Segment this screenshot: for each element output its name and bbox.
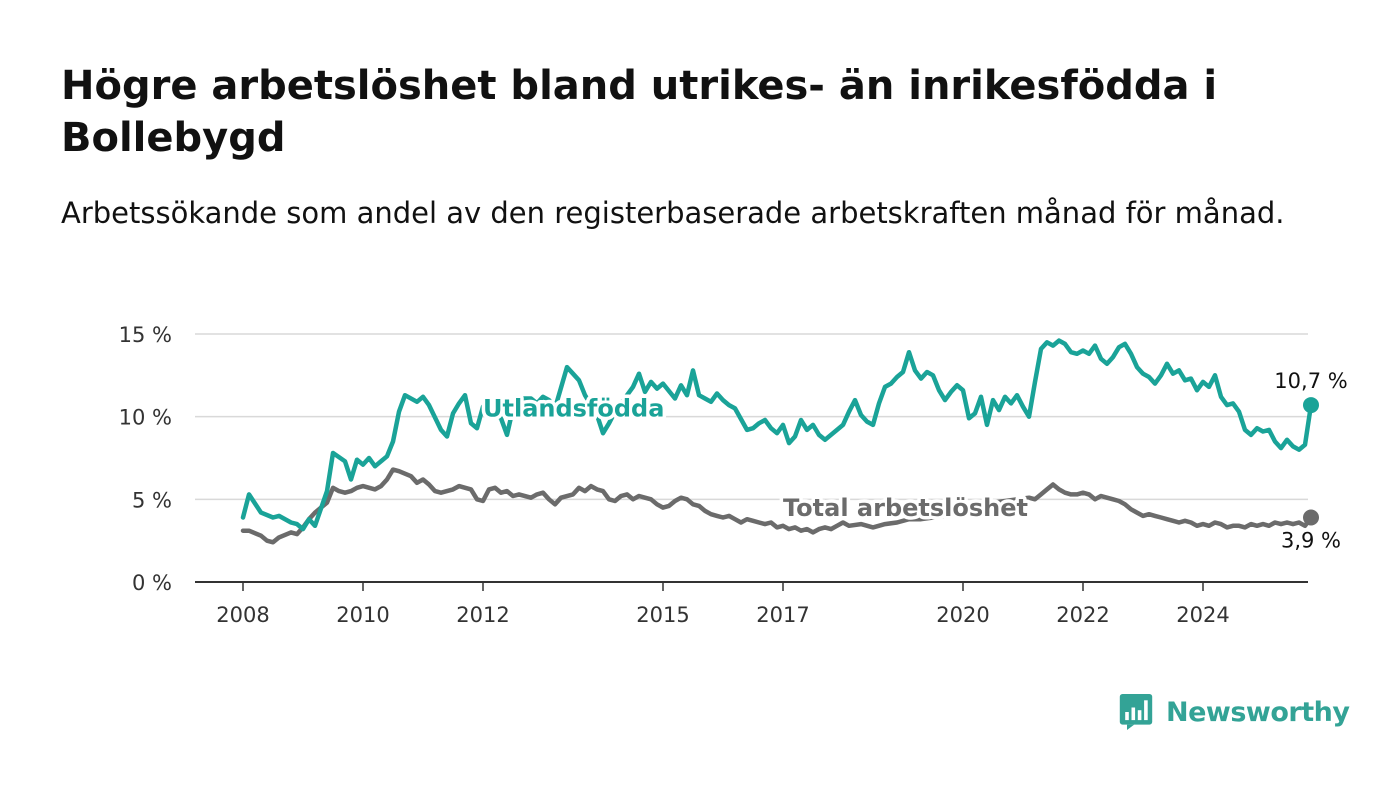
chart-title: Högre arbetslöshet bland utrikes- än inr… <box>61 63 1218 161</box>
y-tick-label: 5 % <box>132 488 172 512</box>
x-tick-label: 2015 <box>636 603 689 627</box>
y-tick-label: 10 % <box>119 406 172 430</box>
series-line-utlandsfodda <box>240 338 1314 532</box>
x-tick-label: 2024 <box>1176 603 1229 627</box>
series-line-total <box>240 467 1314 545</box>
y-tick-label: 0 % <box>132 571 172 595</box>
x-tick-label: 2020 <box>936 603 989 627</box>
newsworthy-wordmark: Newsworthy <box>1166 696 1350 728</box>
end-point-total <box>1303 509 1319 526</box>
series-lines <box>240 338 1319 545</box>
series-label-utlandsfodda: Utlandsfödda <box>483 395 664 423</box>
x-axis: 2008 2010 2012 2015 2017 2020 2022 2024 <box>195 581 1308 627</box>
x-tick-label: 2008 <box>216 603 269 627</box>
end-label-total: 3,9 % <box>1281 529 1341 553</box>
gridlines <box>195 333 1308 501</box>
newsworthy-brand[interactable]: Newsworthy <box>1118 690 1350 734</box>
x-tick-label: 2010 <box>336 603 389 627</box>
newsworthy-logo-icon <box>1119 694 1153 730</box>
end-point-utlandsfodda <box>1303 397 1319 414</box>
x-tick-label: 2022 <box>1056 603 1109 627</box>
y-tick-label: 15 % <box>119 323 172 347</box>
y-axis: 0 % 5 % 10 % 15 % <box>119 323 172 595</box>
x-tick-label: 2012 <box>456 603 509 627</box>
chart-subtitle: Arbetssökande som andel av den registerb… <box>61 196 1285 230</box>
end-label-utlandsfodda: 10,7 % <box>1274 369 1347 393</box>
x-tick-label: 2017 <box>756 603 809 627</box>
series-label-total: Total arbetslöshet <box>783 494 1028 522</box>
series-labels: Utlandsfödda Total arbetslöshet 10,7 % 3,9 … <box>480 367 1351 555</box>
